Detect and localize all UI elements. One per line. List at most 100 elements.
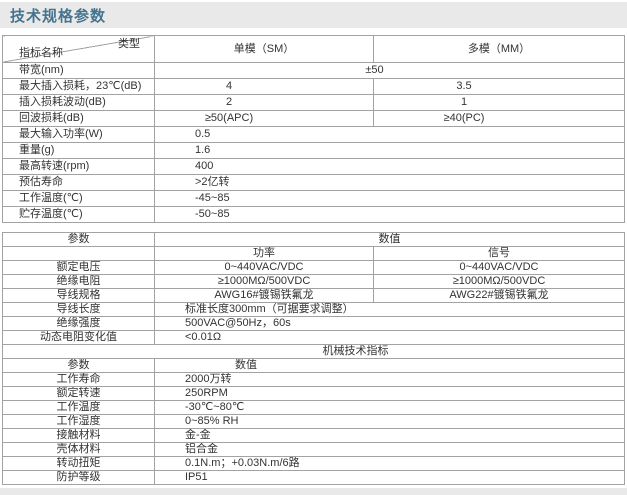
spec-label: 绝缘电阻 xyxy=(2,274,155,289)
table-row: 回波损耗(dB) ≥50(APC) ≥40(PC) xyxy=(2,110,625,127)
spec-value: IP51 xyxy=(154,470,625,485)
spec-value-mm: 3.5 xyxy=(373,78,625,95)
spec-label: 工作温度(℃) xyxy=(2,190,155,207)
spec-label: 工作寿命 xyxy=(2,372,155,387)
spec-label: 回波损耗(dB) xyxy=(2,110,155,127)
spec-value-power: AWG16#镀锡铁氟龙 xyxy=(154,288,374,303)
spec-value: ±50 xyxy=(154,62,625,79)
column-header-value: 数值 xyxy=(154,232,625,247)
spec-label: 转动扭矩 xyxy=(2,456,155,471)
spec-label: 工作温度 xyxy=(2,400,155,415)
spec-label: 贮存温度(℃) xyxy=(2,206,155,223)
spec-value-power: ≥1000MΩ/500VDC xyxy=(154,274,374,289)
table-header-row: 类型 指标名称 单模（SM） 多模（MM） xyxy=(2,35,625,63)
column-header-parameter: 参数 xyxy=(2,358,155,373)
spec-label: 最大输入功率(W) xyxy=(2,126,155,143)
optical-specs-table: 类型 指标名称 单模（SM） 多模（MM） 带宽(nm) ±50 最大插入损耗，… xyxy=(2,35,625,223)
table-row: 最大插入损耗，23℃(dB) 4 3.5 xyxy=(2,78,625,95)
spec-label: 壳体材料 xyxy=(2,442,155,457)
table-row: 防护等级 IP51 xyxy=(2,470,625,485)
spec-value-signal: 0~440VAC/VDC xyxy=(373,260,625,275)
spec-value: 250RPM xyxy=(154,386,625,401)
table-row: 绝缘强度 500VAC@50Hz，60s xyxy=(2,316,625,331)
spec-value-sm: ≥50(APC) xyxy=(154,110,374,127)
table-row: 插入损耗波动(dB) 2 1 xyxy=(2,94,625,111)
diagonal-label-type: 类型 xyxy=(118,38,140,50)
table-row: 绝缘电阻 ≥1000MΩ/500VDC ≥1000MΩ/500VDC xyxy=(2,274,625,289)
spec-value: <0.01Ω xyxy=(154,330,625,345)
section-header-row: 机械技术指标 xyxy=(2,344,625,359)
column-header-multi-mode: 多模（MM） xyxy=(373,35,625,63)
spec-label: 插入损耗波动(dB) xyxy=(2,94,155,111)
spec-value-signal: AWG22#镀锡铁氟龙 xyxy=(373,288,625,303)
spec-value: 0.5 xyxy=(154,126,625,143)
mechanical-section-title: 机械技术指标 xyxy=(2,344,625,359)
column-header-power: 功率 xyxy=(154,246,374,261)
table-row: 额定电压 0~440VAC/VDC 0~440VAC/VDC xyxy=(2,260,625,275)
table-row: 接触材料 金-金 xyxy=(2,428,625,443)
spec-label: 最高转速(rpm) xyxy=(2,158,155,175)
table-row: 贮存温度(℃) -50~85 xyxy=(2,206,625,223)
spec-value: 2000万转 xyxy=(154,372,625,387)
table-row: 转动扭矩 0.1N.m；+0.03N.m/6路 xyxy=(2,456,625,471)
spec-label: 导线长度 xyxy=(2,302,155,317)
table-row: 最大输入功率(W) 0.5 xyxy=(2,126,625,143)
spec-label: 工作湿度 xyxy=(2,414,155,429)
spec-label: 最大插入损耗，23℃(dB) xyxy=(2,78,155,95)
page-background-strip xyxy=(0,488,627,495)
spec-value-mm: 1 xyxy=(373,94,625,111)
spec-label: 接触材料 xyxy=(2,428,155,443)
spec-value: 500VAC@50Hz，60s xyxy=(154,316,625,331)
spec-value: -45~85 xyxy=(154,190,625,207)
spec-label: 带宽(nm) xyxy=(2,62,155,79)
diagonal-label-indicator: 指标名称 xyxy=(19,47,63,59)
table-header-row: 参数 数值 xyxy=(2,232,625,247)
spec-label: 重量(g) xyxy=(2,142,155,159)
spec-value: 金-金 xyxy=(154,428,625,443)
table-row: 带宽(nm) ±50 xyxy=(2,62,625,79)
spec-value-sm: 2 xyxy=(154,94,374,111)
diagonal-header-cell: 类型 指标名称 xyxy=(2,35,155,63)
spec-value: >2亿转 xyxy=(154,174,625,191)
electrical-specs-table: 参数 数值 功率 信号 额定电压 0~440VAC/VDC 0~440VAC/V… xyxy=(2,232,625,485)
spec-value: 0.1N.m；+0.03N.m/6路 xyxy=(154,456,625,471)
table-row: 壳体材料 铝合金 xyxy=(2,442,625,457)
spec-label: 额定转速 xyxy=(2,386,155,401)
table-row: 工作寿命 2000万转 xyxy=(2,372,625,387)
spec-label: 绝缘强度 xyxy=(2,316,155,331)
spec-label: 额定电压 xyxy=(2,260,155,275)
spec-label: 动态电阻变化值 xyxy=(2,330,155,345)
section-title-bar: 技术规格参数 xyxy=(0,2,627,28)
spec-value: 400 xyxy=(154,158,625,175)
table-row: 导线规格 AWG16#镀锡铁氟龙 AWG22#镀锡铁氟龙 xyxy=(2,288,625,303)
table-row: 额定转速 250RPM xyxy=(2,386,625,401)
table-row: 预估寿命 >2亿转 xyxy=(2,174,625,191)
table-row: 工作湿度 0~85% RH xyxy=(2,414,625,429)
column-header-signal: 信号 xyxy=(373,246,625,261)
spec-label: 预估寿命 xyxy=(2,174,155,191)
table-row: 工作温度 -30℃~80℃ xyxy=(2,400,625,415)
spec-value: -50~85 xyxy=(154,206,625,223)
table-header-row: 参数 数值 xyxy=(2,358,625,373)
table-row: 导线长度 标准长度300mm（可据要求调整） xyxy=(2,302,625,317)
spec-value: 铝合金 xyxy=(154,442,625,457)
spec-label: 防护等级 xyxy=(2,470,155,485)
empty-cell xyxy=(2,246,155,261)
table-row: 重量(g) 1.6 xyxy=(2,142,625,159)
table-row: 最高转速(rpm) 400 xyxy=(2,158,625,175)
column-header-value: 数值 xyxy=(154,358,625,373)
spec-value-mm: ≥40(PC) xyxy=(373,110,625,127)
spec-value: -30℃~80℃ xyxy=(154,400,625,415)
table-row: 动态电阻变化值 <0.01Ω xyxy=(2,330,625,345)
spec-label: 导线规格 xyxy=(2,288,155,303)
page-title: 技术规格参数 xyxy=(10,7,107,25)
spec-value: 1.6 xyxy=(154,142,625,159)
spec-value-sm: 4 xyxy=(154,78,374,95)
table-subheader-row: 功率 信号 xyxy=(2,246,625,261)
spec-value: 标准长度300mm（可据要求调整） xyxy=(154,302,625,317)
column-header-parameter: 参数 xyxy=(2,232,155,247)
column-header-single-mode: 单模（SM） xyxy=(154,35,374,63)
spec-value-signal: ≥1000MΩ/500VDC xyxy=(373,274,625,289)
spec-value: 0~85% RH xyxy=(154,414,625,429)
table-row: 工作温度(℃) -45~85 xyxy=(2,190,625,207)
